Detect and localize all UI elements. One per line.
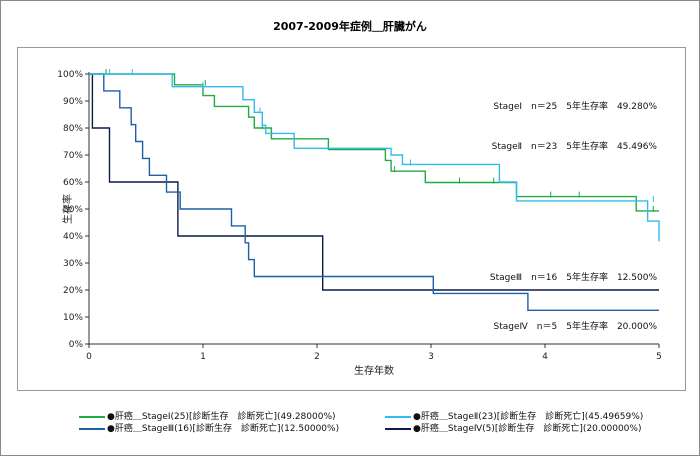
x-tick-label: 3 (428, 352, 434, 362)
y-tick-label: 100% (57, 70, 83, 80)
x-tick-label: 4 (542, 352, 548, 362)
x-tick-label: 1 (200, 352, 206, 362)
annotation-stage2: StageⅡ n＝23 5年生存率 45.496% (492, 140, 658, 152)
x-tick-label: 5 (656, 352, 662, 362)
legend-item-stage4: ●肝癌＿StageⅣ(5)[診断生存 診断死亡](20.00000%) (385, 423, 641, 435)
legend-line-stage2 (385, 415, 411, 418)
legend-label-stage1: ●肝癌＿StageⅠ(25)[診断生存 診断死亡](49.28000%) (107, 412, 336, 422)
y-tick-label: 60% (63, 178, 83, 188)
chart-title: 2007-2009年症例＿肝臓がん (273, 20, 427, 33)
annotation-stage4: StageⅣ n＝5 5年生存率 20.000% (493, 320, 657, 332)
legend-line-stage1 (79, 415, 105, 418)
legend-label-stage4: ●肝癌＿StageⅣ(5)[診断生存 診断死亡](20.00000%) (413, 424, 642, 434)
y-tick-label: 30% (63, 259, 83, 269)
series-line-stage2 (89, 73, 660, 242)
x-axis-label: 生存年数 (354, 364, 394, 377)
annotation-stage3: StageⅢ n＝16 5年生存率 12.500% (490, 271, 658, 283)
y-tick-label: 50% (63, 205, 83, 215)
annotation-stage1: StageⅠ n＝25 5年生存率 49.280% (493, 100, 657, 112)
legend-line-stage3 (79, 427, 105, 430)
legend-label-stage3: ●肝癌＿StageⅢ(16)[診断生存 診断死亡](12.50000%) (107, 424, 340, 434)
y-axis-label: 生存率 (61, 194, 74, 224)
legend-line-stage4 (385, 427, 411, 430)
y-tick-label: 80% (63, 124, 83, 134)
survival-plot: 0% 10% 20% 30% 40% 50% 60% 70% 80% 90% 100% 0 1 2 3 4 5 生… (57, 69, 662, 377)
x-tick-label: 0 (86, 352, 92, 362)
legend-item-stage2: ●肝癌＿StageⅡ(23)[診断生存 診断死亡](45.49659%) (385, 411, 643, 423)
y-tick-label: 20% (63, 286, 83, 296)
y-tick-label: 0% (69, 340, 84, 350)
y-tick-label: 10% (63, 313, 83, 323)
y-tick-label: 70% (63, 151, 83, 161)
legend-item-stage3: ●肝癌＿StageⅢ(16)[診断生存 診断死亡](12.50000%) (79, 423, 339, 435)
y-tick-label: 40% (63, 232, 83, 242)
chart-panel (17, 47, 686, 391)
series-line-stage3 (89, 73, 659, 311)
y-tick-label: 90% (63, 97, 83, 107)
legend-label-stage2: ●肝癌＿StageⅡ(23)[診断生存 診断死亡](45.49659%) (413, 412, 644, 422)
x-tick-label: 2 (314, 352, 320, 362)
series-line-stage4 (89, 73, 659, 291)
legend-item-stage1: ●肝癌＿StageⅠ(25)[診断生存 診断死亡](49.28000%) (79, 411, 336, 423)
